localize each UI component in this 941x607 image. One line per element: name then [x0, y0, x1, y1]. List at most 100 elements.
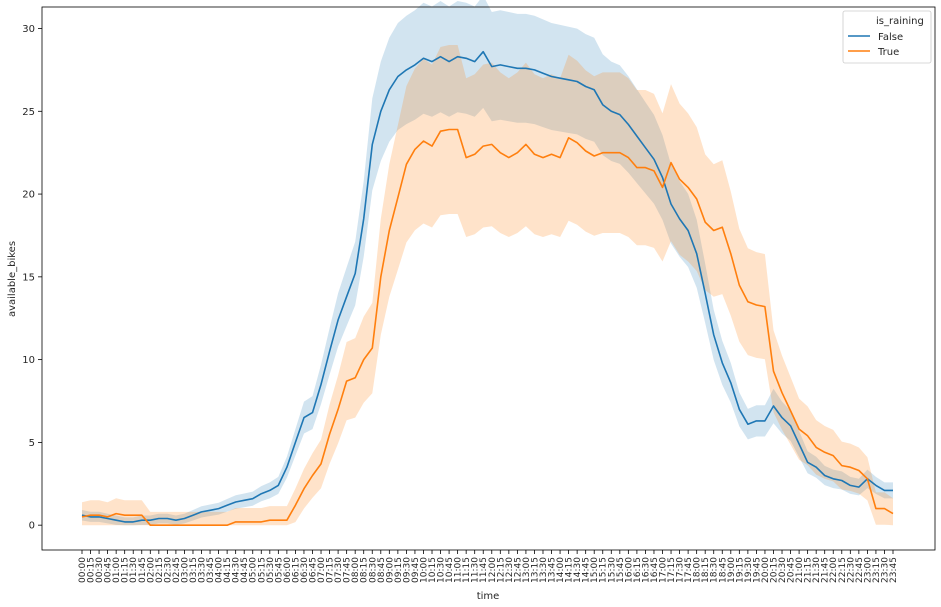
- x-tick-label: 10:00: [420, 557, 430, 583]
- x-tick-label: 02:30: [163, 557, 173, 583]
- y-tick-label: 5: [29, 438, 35, 449]
- plot-frame: [41, 6, 936, 551]
- x-tick-label: 07:45: [343, 557, 353, 583]
- x-tick-label: 00:30: [95, 557, 105, 583]
- x-tick-label: 15:30: [607, 557, 617, 583]
- x-tick-label: 06:00: [283, 557, 293, 583]
- x-tick-label: 03:45: [206, 557, 216, 583]
- x-tick-label: 00:45: [104, 557, 114, 583]
- x-tick-label: 21:00: [795, 557, 805, 583]
- x-tick-label: 08:45: [377, 557, 387, 583]
- x-tick-label: 11:30: [471, 557, 481, 583]
- x-tick-label: 08:15: [360, 557, 370, 583]
- x-tick-label: 17:15: [667, 557, 677, 583]
- x-tick-label: 03:00: [180, 557, 190, 583]
- legend-frame: [842, 10, 932, 64]
- x-tick-label: 22:15: [838, 557, 848, 583]
- x-tick-label: 11:15: [462, 557, 472, 583]
- x-tick-label: 20:30: [778, 557, 788, 583]
- x-tick-label: 09:30: [402, 557, 412, 583]
- x-tick-label: 01:30: [129, 557, 139, 583]
- x-tick-label: 16:30: [641, 557, 651, 583]
- x-tick-label: 02:00: [146, 557, 156, 583]
- x-tick-label: 15:15: [599, 557, 609, 583]
- y-tick-label: 30: [22, 24, 35, 35]
- x-tick-label: 10:45: [445, 557, 455, 583]
- x-tick-label: 14:00: [556, 557, 566, 583]
- legend-label-true: True: [877, 47, 899, 58]
- series-line-false: [81, 50, 893, 523]
- x-tick-label: 17:00: [659, 557, 669, 583]
- y-tick-label: 25: [22, 107, 35, 118]
- x-tick-label: 20:00: [761, 557, 771, 583]
- x-tick-label: 02:15: [155, 557, 165, 583]
- y-tick-label: 20: [22, 190, 35, 201]
- x-tick-label: 12:45: [513, 557, 523, 583]
- x-tick-label: 17:30: [676, 557, 686, 583]
- x-tick-label: 09:15: [394, 557, 404, 583]
- x-tick-label: 06:45: [309, 557, 319, 583]
- x-tick-label: 03:30: [198, 557, 208, 583]
- x-tick-label: 01:45: [138, 557, 148, 583]
- x-tick-label: 12:00: [488, 557, 498, 583]
- x-tick-label: 06:15: [291, 557, 301, 583]
- x-tick-label: 18:45: [718, 557, 728, 583]
- x-tick-label: 14:45: [582, 557, 592, 583]
- x-tick-label: 05:30: [266, 557, 276, 583]
- x-tick-label: 23:30: [881, 557, 891, 583]
- x-tick-label: 20:15: [770, 557, 780, 583]
- x-tick-label: 12:15: [496, 557, 506, 583]
- x-tick-label: 14:15: [565, 557, 575, 583]
- x-tick-label: 05:45: [274, 557, 284, 583]
- x-tick-label: 16:00: [624, 557, 634, 583]
- x-axis: 00:0000:1500:3000:4501:0001:1501:3001:45…: [78, 550, 899, 583]
- x-tick-label: 01:15: [121, 557, 131, 583]
- x-tick-label: 23:00: [863, 557, 873, 583]
- x-tick-label: 22:00: [829, 557, 839, 583]
- x-tick-label: 05:00: [249, 557, 259, 583]
- x-tick-label: 02:45: [172, 557, 182, 583]
- y-tick-label: 0: [29, 521, 35, 532]
- x-tick-label: 01:00: [112, 557, 122, 583]
- x-tick-label: 05:15: [257, 557, 267, 583]
- x-tick-label: 10:30: [437, 557, 447, 583]
- x-tick-label: 03:15: [189, 557, 199, 583]
- x-tick-label: 15:00: [590, 557, 600, 583]
- plot-background: [42, 7, 935, 550]
- x-tick-label: 22:30: [846, 557, 856, 583]
- x-tick-label: 15:45: [616, 557, 626, 583]
- legend-title: is_raining: [876, 16, 924, 27]
- x-tick-label: 08:00: [351, 557, 361, 583]
- x-tick-label: 07:30: [334, 557, 344, 583]
- x-tick-label: 23:15: [872, 557, 882, 583]
- x-tick-label: 18:00: [693, 557, 703, 583]
- x-tick-label: 20:45: [787, 557, 797, 583]
- x-tick-label: 16:45: [650, 557, 660, 583]
- x-tick-label: 10:15: [428, 557, 438, 583]
- x-tick-label: 11:45: [479, 557, 489, 583]
- y-axis: 0 5 10 15 20 25 30: [22, 24, 42, 532]
- x-tick-label: 18:30: [710, 557, 720, 583]
- x-tick-label: 13:00: [522, 557, 532, 583]
- x-axis-label: time: [477, 591, 500, 602]
- x-tick-label: 13:15: [531, 557, 541, 583]
- x-tick-label: 04:00: [215, 557, 225, 583]
- x-tick-label: 09:00: [385, 557, 395, 583]
- x-tick-label: 17:45: [684, 557, 694, 583]
- x-tick-label: 00:00: [78, 557, 88, 583]
- x-tick-label: 06:30: [300, 557, 310, 583]
- x-tick-label: 19:45: [752, 557, 762, 583]
- x-tick-label: 21:45: [821, 557, 831, 583]
- x-tick-label: 21:30: [812, 557, 822, 583]
- x-tick-label: 04:45: [240, 557, 250, 583]
- confidence-bands: [82, 0, 893, 526]
- x-tick-label: 21:15: [804, 557, 814, 583]
- legend-label-false: False: [878, 32, 903, 43]
- x-tick-label: 18:15: [701, 557, 711, 583]
- series-line-true: [81, 128, 894, 527]
- x-tick-label: 00:15: [87, 557, 97, 583]
- x-tick-label: 19:00: [727, 557, 737, 583]
- y-tick-label: 10: [22, 355, 35, 366]
- x-tick-label: 13:45: [548, 557, 558, 583]
